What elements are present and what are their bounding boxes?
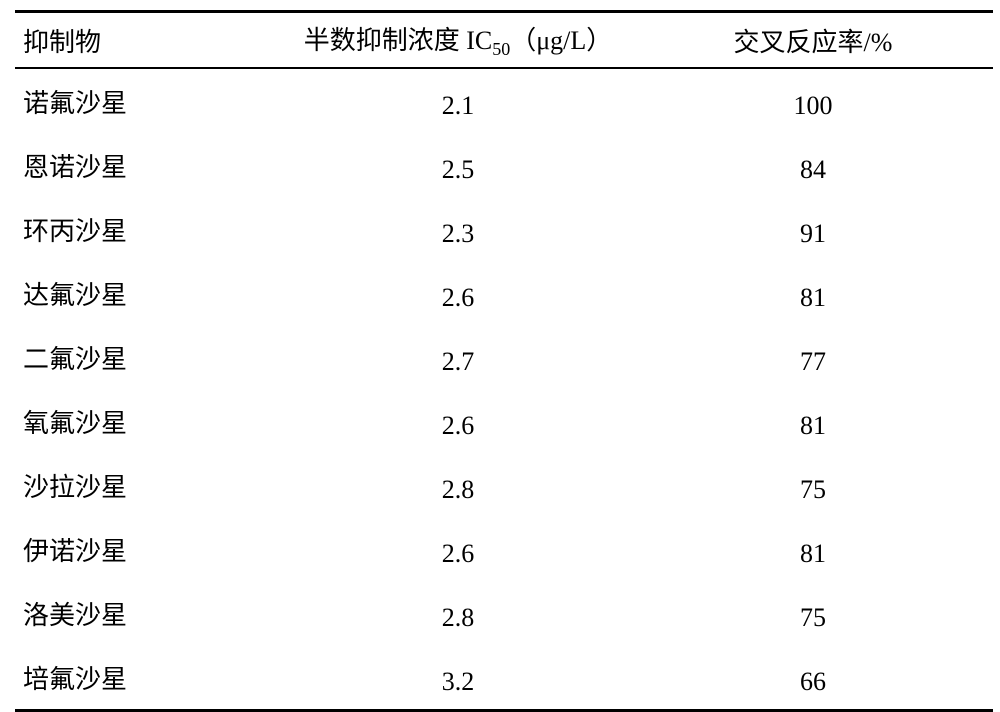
cell-ic50: 2.5 (283, 133, 633, 197)
cell-cross: 81 (633, 261, 993, 325)
cell-inhibitor: 洛美沙星 (15, 581, 283, 645)
cell-cross: 66 (633, 645, 993, 711)
cell-cross: 91 (633, 197, 993, 261)
cell-cross: 100 (633, 68, 993, 133)
header-ic50-prefix: 半数抑制浓度 IC (304, 26, 493, 55)
table-row: 培氟沙星 3.2 66 (15, 645, 993, 711)
cell-inhibitor: 恩诺沙星 (15, 133, 283, 197)
cell-inhibitor: 环丙沙星 (15, 197, 283, 261)
table-header-row: 抑制物 半数抑制浓度 IC50（μg/L） 交叉反应率/% (15, 12, 993, 69)
header-inhibitor: 抑制物 (15, 12, 283, 69)
cell-cross: 81 (633, 517, 993, 581)
table-row: 沙拉沙星 2.8 75 (15, 453, 993, 517)
header-ic50-suffix: （μg/L） (510, 26, 612, 55)
header-ic50: 半数抑制浓度 IC50（μg/L） (283, 12, 633, 69)
cell-ic50: 3.2 (283, 645, 633, 711)
table-body: 诺氟沙星 2.1 100 恩诺沙星 2.5 84 环丙沙星 2.3 91 达氟沙… (15, 68, 993, 711)
cell-ic50: 2.1 (283, 68, 633, 133)
cell-cross: 75 (633, 453, 993, 517)
table-row: 恩诺沙星 2.5 84 (15, 133, 993, 197)
cell-inhibitor: 诺氟沙星 (15, 68, 283, 133)
cell-ic50: 2.6 (283, 517, 633, 581)
cell-ic50: 2.3 (283, 197, 633, 261)
cell-inhibitor: 伊诺沙星 (15, 517, 283, 581)
cell-ic50: 2.7 (283, 325, 633, 389)
table-row: 达氟沙星 2.6 81 (15, 261, 993, 325)
data-table: 抑制物 半数抑制浓度 IC50（μg/L） 交叉反应率/% 诺氟沙星 2.1 1… (15, 10, 993, 712)
cell-cross: 77 (633, 325, 993, 389)
header-cross-reactivity: 交叉反应率/% (633, 12, 993, 69)
table-row: 诺氟沙星 2.1 100 (15, 68, 993, 133)
cell-cross: 81 (633, 389, 993, 453)
cell-cross: 84 (633, 133, 993, 197)
cell-inhibitor: 二氟沙星 (15, 325, 283, 389)
cell-inhibitor: 培氟沙星 (15, 645, 283, 711)
cell-inhibitor: 沙拉沙星 (15, 453, 283, 517)
cell-ic50: 2.6 (283, 261, 633, 325)
table-row: 氧氟沙星 2.6 81 (15, 389, 993, 453)
table-row: 二氟沙星 2.7 77 (15, 325, 993, 389)
table-row: 洛美沙星 2.8 75 (15, 581, 993, 645)
cell-cross: 75 (633, 581, 993, 645)
ic50-cross-reactivity-table: 抑制物 半数抑制浓度 IC50（μg/L） 交叉反应率/% 诺氟沙星 2.1 1… (0, 10, 1000, 712)
cell-ic50: 2.8 (283, 453, 633, 517)
cell-inhibitor: 达氟沙星 (15, 261, 283, 325)
table-row: 伊诺沙星 2.6 81 (15, 517, 993, 581)
cell-ic50: 2.6 (283, 389, 633, 453)
cell-inhibitor: 氧氟沙星 (15, 389, 283, 453)
cell-ic50: 2.8 (283, 581, 633, 645)
header-ic50-sub: 50 (492, 39, 510, 59)
table-row: 环丙沙星 2.3 91 (15, 197, 993, 261)
